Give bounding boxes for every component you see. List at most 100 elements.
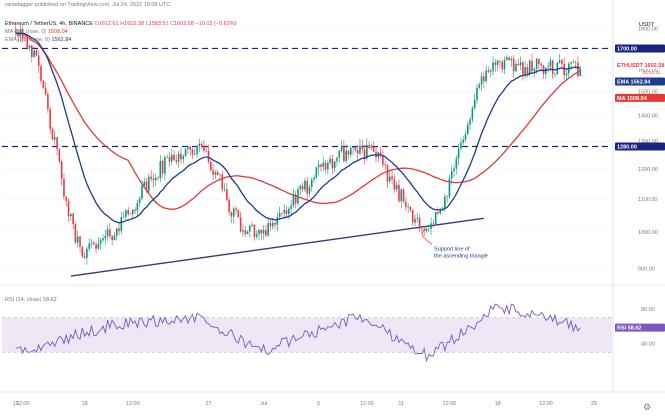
ohlc-h-label: H bbox=[120, 21, 125, 27]
candle-body bbox=[487, 70, 490, 72]
candle-body bbox=[384, 164, 386, 166]
time-tick-label-9: 12:00 bbox=[443, 401, 457, 407]
candle-body bbox=[349, 148, 352, 155]
candle-body bbox=[152, 178, 155, 181]
rsi-band bbox=[2, 317, 612, 353]
candle-body bbox=[547, 66, 549, 68]
price-tick-label-9: 1800.00 bbox=[638, 27, 658, 33]
candle-body bbox=[125, 210, 127, 217]
candle-body bbox=[444, 196, 446, 209]
candle-body bbox=[228, 200, 230, 213]
candle-body bbox=[97, 243, 100, 249]
candle-body bbox=[333, 161, 336, 169]
time-tick-label-1: 12:00 bbox=[16, 401, 30, 407]
candle-body bbox=[113, 235, 116, 240]
candle-body bbox=[260, 229, 263, 234]
candle-body bbox=[508, 57, 510, 61]
candle-body bbox=[327, 162, 329, 170]
candle-body bbox=[432, 223, 435, 225]
rsi-badge-bg bbox=[615, 323, 665, 332]
candle-body bbox=[219, 174, 221, 176]
candle-body bbox=[258, 229, 260, 235]
time-tick-label-11: 12:00 bbox=[539, 401, 553, 407]
candle-body bbox=[177, 153, 180, 162]
ohlc-l-label: L bbox=[145, 21, 149, 27]
candle-body bbox=[33, 50, 35, 57]
candle-body bbox=[37, 55, 40, 67]
settings-gear-icon[interactable]: ⚙ bbox=[643, 402, 652, 412]
candle-body bbox=[489, 70, 492, 72]
ema-legend[interactable]: EMA (20, close, 0) 1562.84 bbox=[5, 37, 71, 44]
candle-body bbox=[501, 61, 504, 70]
price-tick-label-2: 1100.00 bbox=[638, 197, 657, 203]
time-tick-label-2: 18 bbox=[82, 401, 88, 407]
candle-body bbox=[398, 184, 400, 202]
candle-body bbox=[561, 60, 563, 64]
candle-body bbox=[549, 60, 552, 67]
candle-body bbox=[51, 128, 54, 140]
candle-body bbox=[161, 160, 164, 174]
rsi-legend[interactable]: RSI (14, close) 58.62 bbox=[5, 297, 57, 304]
candle-body bbox=[92, 242, 95, 245]
candle-body bbox=[175, 160, 178, 162]
candle-body bbox=[143, 181, 146, 186]
candle-body bbox=[515, 64, 517, 72]
level-badge-0: 1700.00 bbox=[617, 46, 637, 52]
candle-body bbox=[285, 209, 288, 214]
symbol-line: Ethereum / TetherUS, 4h, BINANCE O1612.6… bbox=[5, 21, 236, 28]
ma-badge-bg bbox=[615, 93, 665, 102]
candle-body bbox=[526, 67, 529, 75]
ema-label: EMA (20, close, 0) bbox=[5, 37, 50, 43]
candle-body bbox=[269, 223, 272, 227]
candle-body bbox=[180, 153, 182, 160]
candle-body bbox=[223, 189, 226, 190]
candle-body bbox=[366, 145, 368, 159]
time-tick-label-6: 5 bbox=[317, 401, 320, 407]
candle-body bbox=[267, 223, 269, 236]
level-badge-1-bg bbox=[615, 142, 665, 151]
candle-body bbox=[361, 145, 364, 150]
candle-body bbox=[363, 149, 366, 159]
candle-body bbox=[290, 205, 292, 209]
candle-body bbox=[173, 154, 175, 161]
candle-body bbox=[102, 238, 104, 241]
candle-body bbox=[574, 62, 577, 63]
candle-body bbox=[439, 209, 442, 214]
time-tick-label-0: 13 bbox=[13, 401, 19, 407]
candle-body bbox=[83, 256, 86, 258]
candle-body bbox=[99, 240, 102, 244]
candle-body bbox=[95, 244, 97, 249]
candle-body bbox=[239, 217, 242, 232]
candle-body bbox=[221, 174, 224, 190]
price-tick-label-0: 900.00 bbox=[638, 266, 655, 272]
candle-body bbox=[207, 151, 210, 162]
candle-body bbox=[338, 150, 341, 158]
candle-body bbox=[40, 66, 42, 81]
candle-body bbox=[393, 179, 396, 190]
candle-body bbox=[24, 37, 26, 39]
candle-body bbox=[499, 60, 501, 62]
candle-body bbox=[14, 29, 17, 33]
candle-body bbox=[354, 147, 357, 151]
candle-body bbox=[343, 146, 345, 162]
candle-body bbox=[476, 87, 478, 100]
candle-body bbox=[329, 158, 331, 163]
candle-body bbox=[379, 152, 382, 156]
candle-body bbox=[356, 150, 359, 154]
candle-body bbox=[283, 209, 286, 214]
candle-body bbox=[464, 133, 467, 140]
candle-body bbox=[148, 176, 150, 192]
candle-body bbox=[251, 224, 253, 227]
ema-badge-bg bbox=[615, 77, 665, 86]
candle-body bbox=[400, 189, 403, 202]
ma-legend[interactable]: MA (50, close, 0) 1508.04 bbox=[5, 29, 68, 36]
candle-body bbox=[182, 156, 185, 160]
candle-body bbox=[395, 184, 398, 190]
candle-body bbox=[244, 230, 247, 235]
candle-body bbox=[288, 208, 290, 214]
candle-body bbox=[129, 213, 132, 215]
candle-body bbox=[563, 63, 565, 76]
candle-body bbox=[317, 164, 320, 168]
